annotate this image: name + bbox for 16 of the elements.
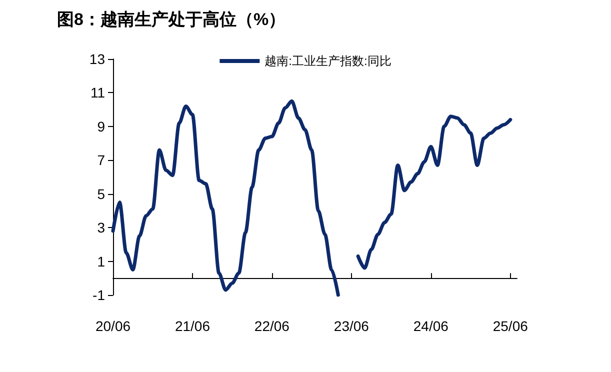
y-tick-label: 11 (90, 84, 106, 101)
y-tick-label: 1 (97, 253, 106, 270)
y-tick-label: 3 (97, 220, 106, 236)
x-tick-label: 24/06 (413, 318, 449, 334)
x-tick-label: 21/06 (174, 318, 210, 334)
y-tick-label: 7 (97, 152, 106, 168)
legend-label: 越南:工业生产指数:同比 (264, 54, 392, 68)
y-tick-label: 13 (89, 51, 106, 67)
y-tick-label: 9 (97, 118, 106, 134)
chart-title: 图8：越南生产处于高位（%） (57, 10, 286, 29)
x-tick-label: 23/06 (334, 318, 370, 334)
y-tick-label: -1 (92, 287, 106, 303)
x-tick-label: 20/06 (95, 318, 131, 334)
y-tick-label: 5 (97, 186, 106, 202)
x-tick-label: 22/06 (254, 318, 290, 334)
x-tick-label: 25/06 (492, 318, 528, 334)
